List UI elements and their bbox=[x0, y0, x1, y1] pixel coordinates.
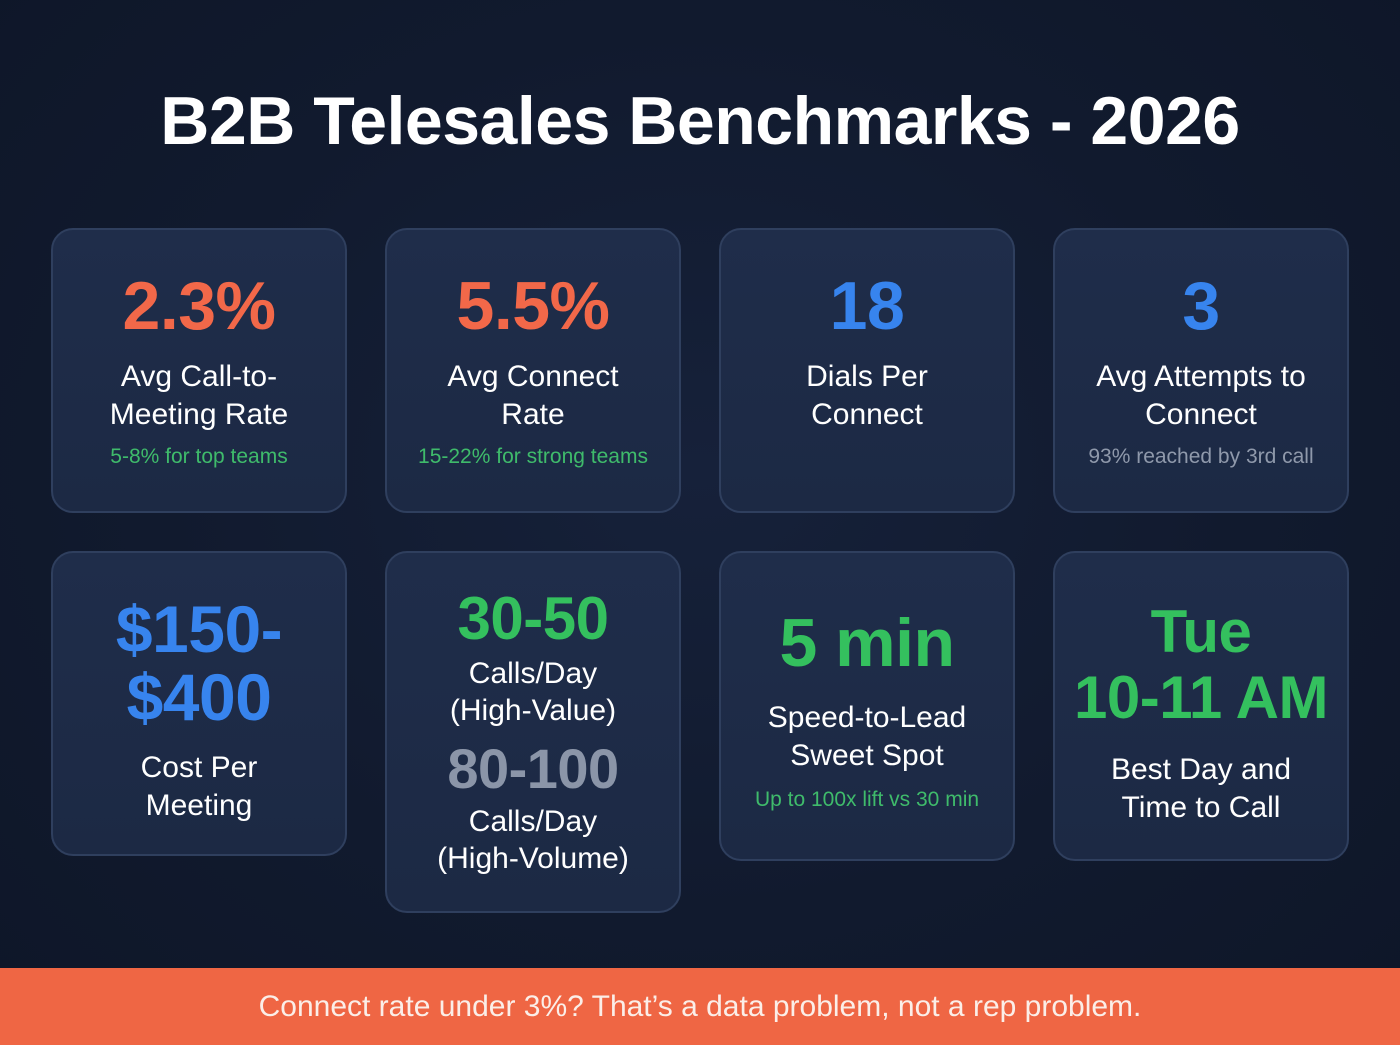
metric-value-high-value: 30-50 bbox=[457, 585, 609, 652]
footer-text: Connect rate under 3%? That’s a data pro… bbox=[258, 989, 1142, 1023]
metric-value: 2.3% bbox=[122, 268, 277, 344]
metric-label: Avg Connect Rate bbox=[447, 360, 619, 431]
metric-value-high-volume: 80-100 bbox=[447, 737, 619, 800]
card-calls-per-day: 30-50 Calls/Day (High-Value) 80-100 Call… bbox=[385, 551, 681, 913]
metric-value: 3 bbox=[1182, 268, 1220, 344]
card-call-to-meeting-rate: 2.3% Avg Call-to- Meeting Rate 5-8% for … bbox=[51, 228, 347, 513]
page-title: B2B Telesales Benchmarks - 2026 bbox=[160, 83, 1240, 159]
card-attempts-to-connect: 3 Avg Attempts to Connect 93% reached by… bbox=[1053, 228, 1349, 513]
metric-value: Tue 10-11 AM bbox=[1074, 598, 1328, 731]
metric-label: Best Day and Time to Call bbox=[1110, 753, 1292, 824]
metric-value: 5.5% bbox=[456, 268, 611, 344]
metric-value: $150- $400 bbox=[115, 592, 283, 734]
metric-label: Avg Attempts to Connect bbox=[1096, 360, 1306, 431]
metric-label: Dials Per Connect bbox=[806, 360, 928, 431]
card-cost-per-meeting: $150- $400 Cost Per Meeting bbox=[51, 551, 347, 856]
metric-label: Avg Call-to- Meeting Rate bbox=[109, 360, 289, 431]
metric-subtext: 5-8% for top teams bbox=[110, 445, 288, 468]
metric-value: 18 bbox=[829, 268, 905, 344]
metric-subtext: 93% reached by 3rd call bbox=[1088, 445, 1314, 468]
metric-label-high-value: Calls/Day (High-Value) bbox=[449, 657, 617, 727]
card-best-time-to-call: Tue 10-11 AM Best Day and Time to Call bbox=[1053, 551, 1349, 861]
card-speed-to-lead: 5 min Speed-to-Lead Sweet Spot Up to 100… bbox=[719, 551, 1015, 861]
metric-label-high-volume: Calls/Day (High-Volume) bbox=[437, 805, 629, 875]
metric-subtext: 15-22% for strong teams bbox=[418, 445, 648, 468]
metric-subtext: Up to 100x lift vs 30 min bbox=[754, 788, 980, 811]
card-connect-rate: 5.5% Avg Connect Rate 15-22% for strong … bbox=[385, 228, 681, 513]
metric-label: Cost Per Meeting bbox=[140, 751, 258, 822]
metric-value: 5 min bbox=[779, 605, 955, 681]
card-dials-per-connect: 18 Dials Per Connect bbox=[719, 228, 1015, 513]
metric-label: Speed-to-Lead Sweet Spot bbox=[767, 701, 967, 772]
footer-banner: Connect rate under 3%? That’s a data pro… bbox=[0, 968, 1400, 1045]
